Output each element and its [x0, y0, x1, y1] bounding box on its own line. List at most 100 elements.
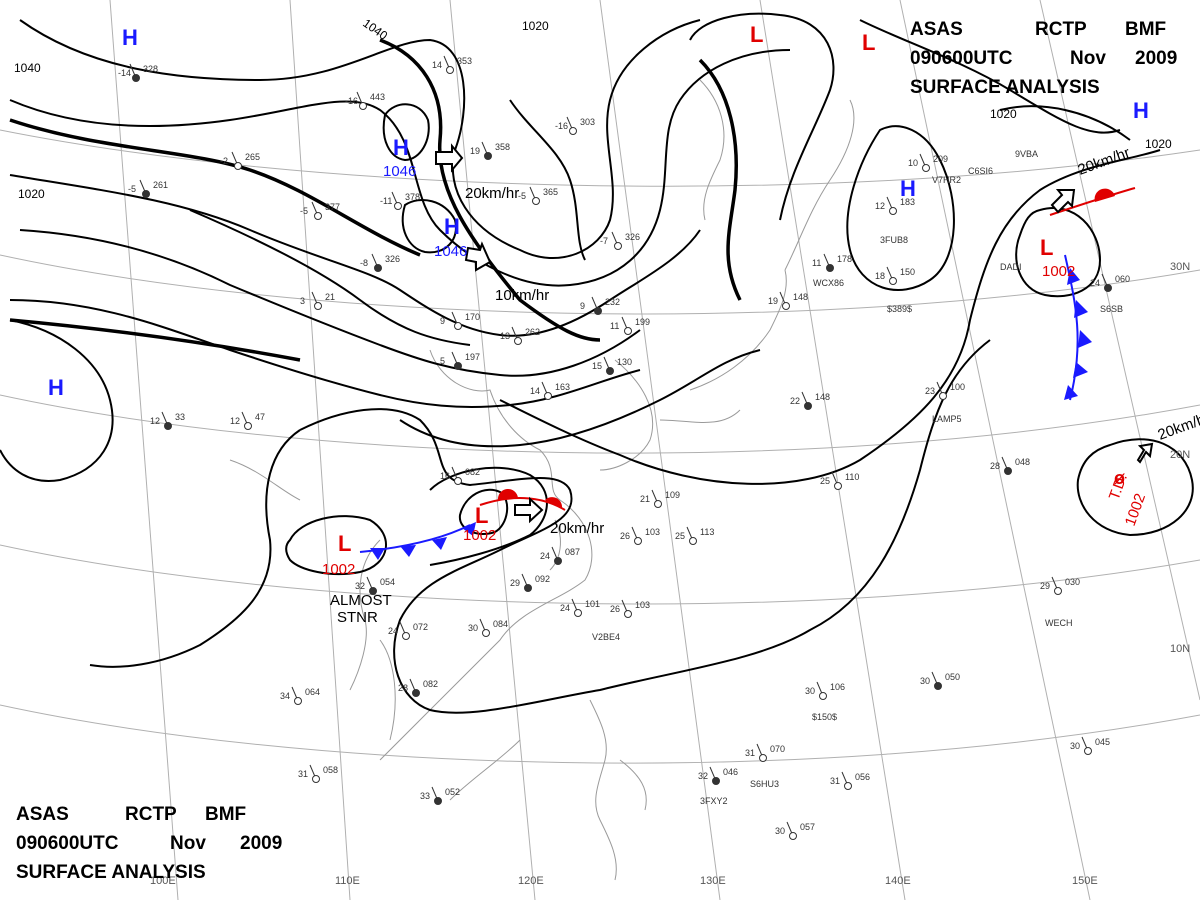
station-pressure: 030 — [1065, 577, 1080, 587]
station-plot: 32 046 — [698, 766, 738, 785]
station-circle — [1104, 284, 1112, 292]
station-temp: 16 — [440, 471, 450, 481]
svg-text:$389$: $389$ — [887, 304, 912, 314]
station-pressure: 113 — [700, 527, 714, 537]
station-pressure: 057 — [800, 822, 815, 832]
station-circle — [759, 754, 767, 762]
station-plot: 3 21 — [300, 291, 335, 310]
station-pressure: 326 — [625, 232, 640, 242]
station-circle — [689, 537, 697, 545]
station-circle — [782, 302, 790, 310]
station-circle — [312, 775, 320, 783]
station-plot: 14 353 — [432, 55, 472, 74]
station-temp: 30 — [1070, 741, 1080, 751]
station-circle — [1004, 467, 1012, 475]
station-circle — [712, 777, 720, 785]
station-plot: 22 148 — [790, 391, 830, 410]
station-circle — [234, 162, 242, 170]
station-plot: -7 326 — [600, 231, 640, 250]
station-circle — [624, 610, 632, 618]
station-circle — [514, 337, 522, 345]
station-temp: 29 — [1040, 581, 1050, 591]
svg-text:110E: 110E — [335, 875, 360, 887]
station-pressure: 084 — [493, 619, 508, 629]
station-plot: 10 209 — [908, 153, 948, 172]
station-plot: 19 358 — [470, 141, 510, 160]
station-temp: 10 — [908, 158, 918, 168]
station-plot: 16 082 — [440, 466, 480, 485]
station-temp: 23 — [925, 386, 935, 396]
station-pressure: 358 — [495, 142, 510, 152]
station-temp: 19 — [470, 146, 480, 156]
station-pressure: 070 — [770, 744, 785, 754]
svg-text:BMF: BMF — [205, 804, 246, 825]
station-plot: 25 110 — [820, 471, 859, 490]
station-temp: 9 — [440, 316, 445, 326]
svg-text:DADI: DADI — [1000, 262, 1022, 272]
stationary-annotation: ALMOST STNR — [330, 592, 392, 626]
station-temp: 22 — [790, 396, 800, 406]
station-pressure: 303 — [580, 117, 595, 127]
station-temp: -5 — [300, 206, 308, 216]
station-temp: 31 — [298, 769, 308, 779]
station-circle — [369, 587, 377, 595]
station-plot: -11 378 — [380, 191, 420, 210]
cold-front-west — [359, 522, 476, 560]
station-circle — [889, 277, 897, 285]
station-circle — [359, 102, 367, 110]
station-circle — [834, 482, 842, 490]
station-temp: 14 — [530, 386, 540, 396]
station-pressure: 103 — [635, 600, 650, 610]
svg-text:1020: 1020 — [1145, 137, 1172, 151]
station-pressure: 050 — [945, 672, 960, 682]
station-pressure: 170 — [465, 312, 480, 322]
station-pressure: 052 — [445, 787, 460, 797]
station-pressure: 064 — [305, 687, 320, 697]
station-circle — [654, 500, 662, 508]
svg-text:1020: 1020 — [522, 19, 549, 33]
station-plot: 21 109 — [640, 489, 680, 508]
station-circle — [1084, 747, 1092, 755]
station-circle — [394, 202, 402, 210]
station-circle — [544, 392, 552, 400]
svg-text:ALMOST: ALMOST — [330, 592, 392, 609]
station-temp: 13 — [500, 331, 510, 341]
station-temp: 19 — [768, 296, 778, 306]
station-temp: -16 — [555, 121, 568, 131]
cold-front-east — [1064, 254, 1092, 401]
station-temp: 25 — [675, 531, 685, 541]
station-temp: 33 — [420, 791, 430, 801]
station-plot: 24 072 — [388, 621, 428, 640]
station-pressure: 045 — [1095, 737, 1110, 747]
station-plot: 31 056 — [830, 771, 870, 790]
station-pressure: 092 — [535, 574, 550, 584]
station-temp: 12 — [875, 201, 885, 211]
station-pressure: 110 — [845, 472, 859, 482]
low-center: L — [475, 503, 488, 528]
station-temp: 30 — [775, 826, 785, 836]
station-plot: 9 232 — [580, 296, 620, 315]
station-plot: 13 262 — [500, 326, 540, 345]
station-pressure: 178 — [837, 254, 852, 264]
svg-text:2009: 2009 — [240, 833, 282, 854]
station-circle — [934, 682, 942, 690]
svg-text:1020: 1020 — [18, 187, 45, 201]
station-pressure: 103 — [645, 527, 660, 537]
station-plot: 15 130 — [592, 356, 632, 375]
station-circle — [412, 689, 420, 697]
station-pressure: 056 — [855, 772, 870, 782]
high-center: H — [48, 375, 64, 400]
station-pressure: 183 — [900, 197, 915, 207]
station-temp: 15 — [592, 361, 602, 371]
station-plot: 18 150 — [875, 266, 915, 285]
station-temp: -16 — [345, 96, 358, 106]
svg-text:3FXY2: 3FXY2 — [700, 796, 728, 806]
svg-text:S6HU3: S6HU3 — [750, 779, 779, 789]
svg-text:SURFACE ANALYSIS: SURFACE ANALYSIS — [910, 77, 1100, 98]
station-circle — [826, 264, 834, 272]
station-pressure: 048 — [1015, 457, 1030, 467]
station-temp: 24 — [560, 603, 570, 613]
station-circle — [446, 66, 454, 74]
station-pressure: 328 — [143, 64, 158, 74]
